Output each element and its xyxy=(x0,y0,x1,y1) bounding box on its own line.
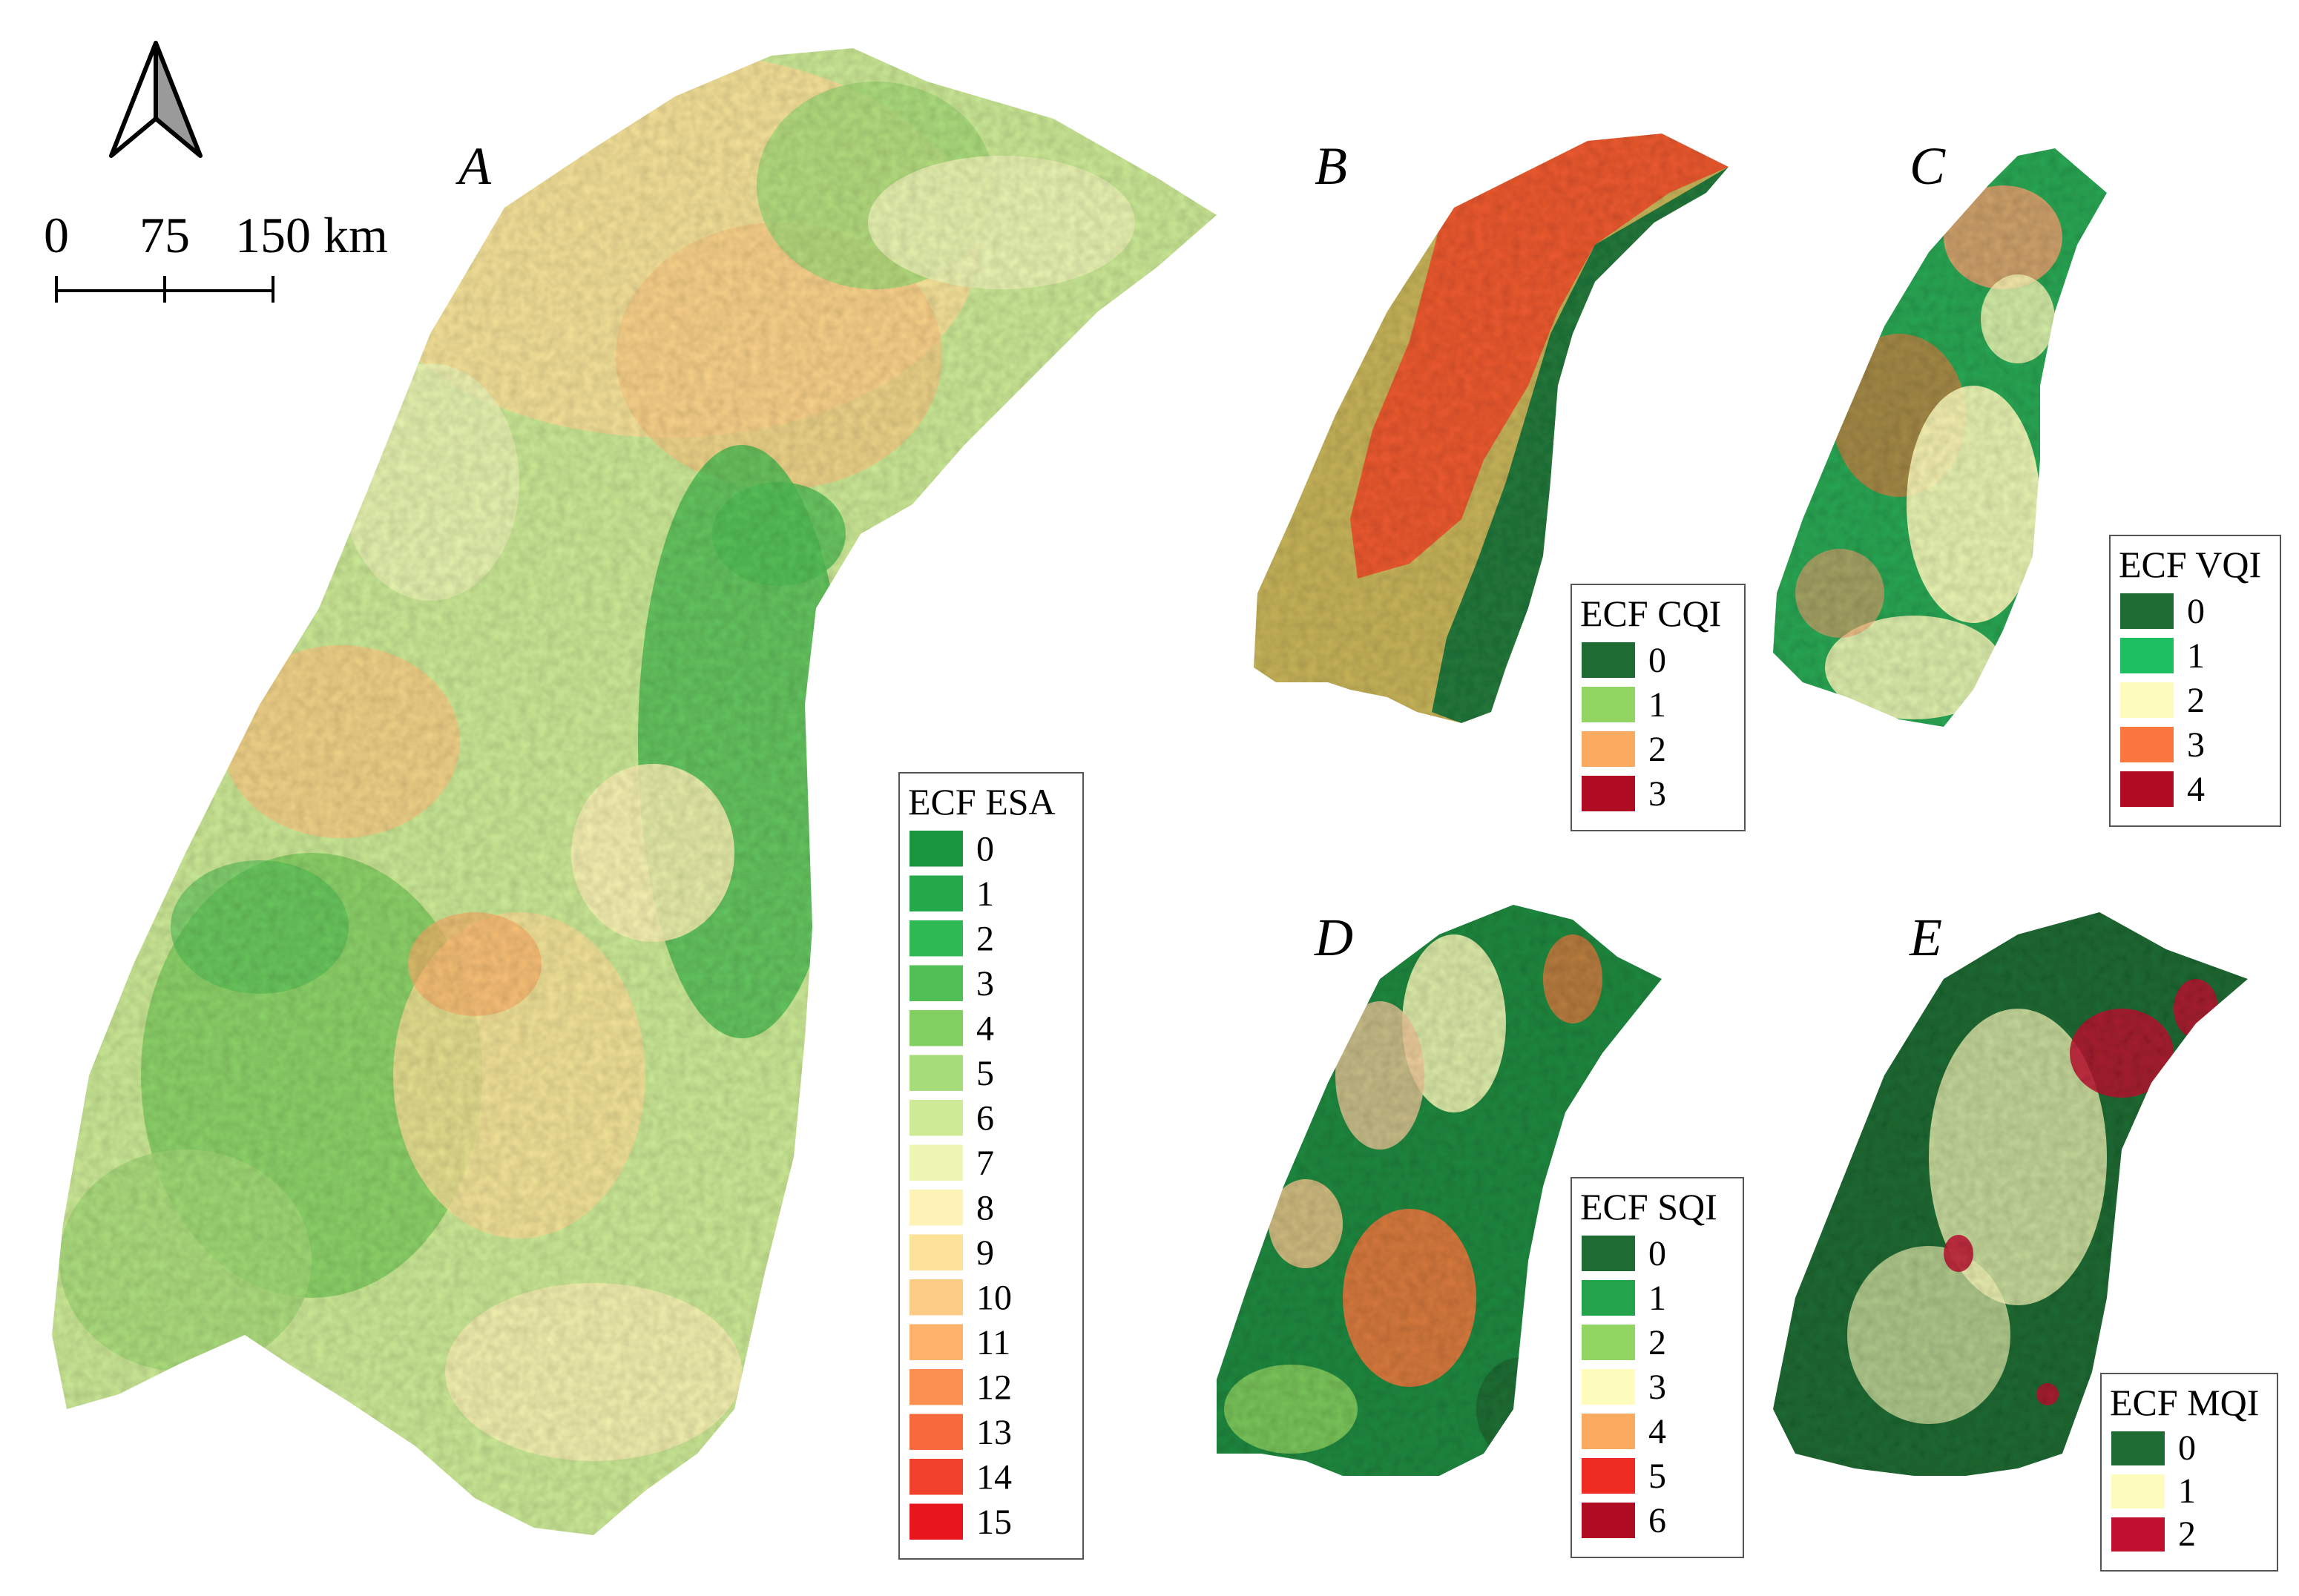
legend-swatch xyxy=(1582,776,1635,811)
legend-label: 1 xyxy=(2187,636,2205,676)
legend-label: 6 xyxy=(976,1099,994,1138)
legend-label: 1 xyxy=(976,874,994,914)
legend-swatch xyxy=(910,1144,963,1181)
legend-label: 0 xyxy=(1648,641,1666,680)
scale-label-150: 150 km xyxy=(235,207,388,263)
panel-letter-d: D xyxy=(1314,908,1353,967)
legend-label: 6 xyxy=(1648,1501,1666,1540)
legend-c: ECF VQI 0 1 2 3 4 xyxy=(2109,535,2281,827)
legend-title: ECF ESA xyxy=(908,781,1056,822)
legend-label: 1 xyxy=(1648,685,1666,725)
legend-label: 2 xyxy=(1648,1323,1666,1362)
legend-swatch xyxy=(1582,731,1635,767)
legend-swatch xyxy=(1582,1280,1635,1316)
scale-label-75: 75 xyxy=(139,207,190,263)
legend-swatch xyxy=(1582,1458,1635,1494)
legend-label: 3 xyxy=(1648,774,1666,814)
scale-bar: 0 75 150 km xyxy=(44,207,388,303)
legend-swatch xyxy=(1582,1325,1635,1360)
legend-label: 4 xyxy=(2187,770,2205,809)
legend-label: 2 xyxy=(976,920,994,959)
legend-swatch xyxy=(2120,638,2174,673)
legend-swatch xyxy=(1582,1503,1635,1538)
legend-label: 8 xyxy=(976,1189,994,1228)
legend-label: 7 xyxy=(976,1144,994,1183)
legend-label: 4 xyxy=(976,1009,994,1049)
legend-title: ECF CQI xyxy=(1580,593,1721,634)
legend-swatch xyxy=(910,1369,963,1405)
legend-swatch xyxy=(910,1279,963,1316)
legend-label: 12 xyxy=(976,1368,1012,1408)
vqi-raster xyxy=(1773,148,2107,727)
map-panel-c: C xyxy=(1773,136,2107,727)
legend-swatch xyxy=(1582,642,1635,678)
legend-label: 4 xyxy=(1648,1412,1666,1451)
legend-swatch xyxy=(910,1190,963,1226)
legend-label: 1 xyxy=(2178,1471,2196,1511)
legend-label: 0 xyxy=(2178,1428,2196,1468)
legend-swatch xyxy=(910,1503,963,1540)
legend-label: 1 xyxy=(1648,1279,1666,1318)
legend-e: ECF MQI 012 xyxy=(2100,1373,2278,1572)
legend-label: 15 xyxy=(976,1503,1012,1542)
legend-swatch xyxy=(1582,1236,1635,1271)
legend-swatch xyxy=(2120,771,2174,807)
legend-b: ECF CQI 0 1 2 3 xyxy=(1571,584,1746,831)
panel-letter-c: C xyxy=(1910,136,1946,196)
legend-swatch xyxy=(910,920,963,957)
legend-swatch xyxy=(910,1100,963,1136)
scale-label-0: 0 xyxy=(44,207,69,263)
legend-swatch xyxy=(1582,1414,1635,1449)
legend-label: 3 xyxy=(976,964,994,1003)
legend-label: 2 xyxy=(2187,681,2205,720)
legend-label: 9 xyxy=(976,1233,994,1273)
legend-label: 3 xyxy=(1648,1368,1666,1407)
legend-swatch xyxy=(2120,682,2174,718)
legend-swatch xyxy=(910,1234,963,1270)
legend-label: 0 xyxy=(2187,592,2205,631)
legend-label: 0 xyxy=(1648,1234,1666,1273)
legend-swatch xyxy=(910,1324,963,1360)
legend-swatch xyxy=(910,965,963,1001)
legend-swatch xyxy=(910,1010,963,1046)
legend-swatch xyxy=(910,1459,963,1495)
legend-swatch xyxy=(2111,1517,2165,1552)
legend-swatch xyxy=(2111,1431,2165,1465)
legend-swatch xyxy=(1582,1369,1635,1405)
legend-label: 5 xyxy=(1648,1457,1666,1496)
legend-label: 14 xyxy=(976,1458,1012,1497)
legend-label: 3 xyxy=(2187,725,2205,765)
legend-swatch xyxy=(910,831,963,867)
legend-label: 11 xyxy=(976,1323,1010,1362)
legend-title: ECF SQI xyxy=(1580,1186,1717,1227)
legend-swatch xyxy=(910,1055,963,1091)
legend-label: 5 xyxy=(976,1054,994,1093)
legend-label: 0 xyxy=(976,830,994,869)
north-arrow-icon xyxy=(109,41,203,158)
legend-label: 10 xyxy=(976,1279,1012,1318)
legend-title: ECF MQI xyxy=(2110,1382,2259,1423)
legend-title: ECF VQI xyxy=(2119,544,2261,585)
legend-d: ECF SQI 0 1 2 3 4 5 6 xyxy=(1571,1177,1744,1558)
legend-label: 2 xyxy=(1648,730,1666,769)
legend-swatch xyxy=(2111,1474,2165,1508)
legend-swatch xyxy=(910,875,963,911)
panel-letter-b: B xyxy=(1315,136,1347,196)
panel-letter-a: A xyxy=(455,136,492,196)
panel-letter-e: E xyxy=(1909,908,1942,967)
legend-label: 13 xyxy=(976,1413,1012,1452)
legend-swatch xyxy=(1582,687,1635,722)
legend-swatch xyxy=(910,1414,963,1450)
legend-swatch xyxy=(2120,727,2174,762)
legend-label: 2 xyxy=(2178,1514,2196,1554)
legend-swatch xyxy=(2120,593,2174,629)
